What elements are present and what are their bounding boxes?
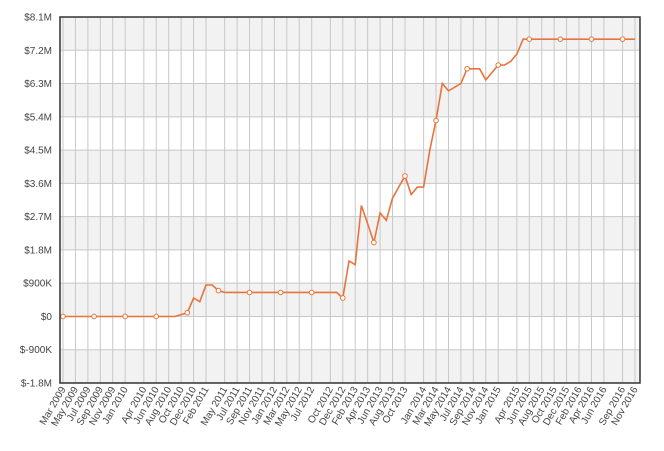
- grid-band: [60, 83, 640, 117]
- plot-background: [60, 17, 640, 383]
- y-tick-label: $-900K: [20, 345, 53, 356]
- data-point: [60, 313, 66, 320]
- y-tick-label: $7.2M: [24, 46, 52, 57]
- data-point: [557, 36, 564, 42]
- data-point: [464, 65, 470, 72]
- data-point: [308, 289, 315, 296]
- data-point: [339, 295, 346, 301]
- y-tick-label: $6.3M: [24, 79, 52, 90]
- data-point: [371, 239, 377, 246]
- data-point: [184, 309, 191, 316]
- data-point: [91, 313, 97, 320]
- plot-border: [59, 16, 641, 384]
- grid-band: [60, 17, 640, 51]
- y-tick-label: $3.6M: [24, 179, 52, 190]
- y-tick-label: $4.5M: [24, 146, 52, 157]
- data-point: [402, 173, 408, 179]
- y-tick-label: $8.1M: [24, 13, 52, 24]
- data-point: [588, 36, 595, 42]
- y-tick-label: $1.8M: [24, 245, 52, 256]
- data-point: [495, 62, 502, 68]
- y-tick-label: $2.7M: [24, 212, 52, 223]
- data-point: [246, 289, 253, 296]
- data-point: [122, 313, 128, 320]
- y-tick-label: $900K: [23, 279, 52, 290]
- grid-band: [60, 283, 640, 317]
- data-point: [153, 313, 160, 320]
- grid-band: [60, 150, 640, 184]
- grid-band: [60, 349, 640, 383]
- data-point: [277, 289, 284, 296]
- y-tick-label: $-1.8M: [21, 379, 52, 390]
- data-point: [526, 36, 533, 42]
- grid-band: [60, 216, 640, 250]
- data-point: [215, 287, 222, 294]
- data-point: [433, 117, 439, 124]
- data-point: [619, 36, 626, 42]
- y-tick-label: $0: [41, 312, 53, 323]
- y-tick-label: $5.4M: [24, 112, 52, 123]
